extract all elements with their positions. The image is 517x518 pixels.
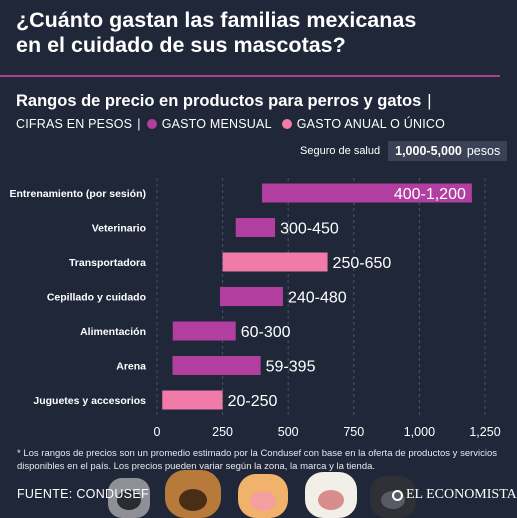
data-label: 60-300 [241,324,291,341]
x-tick-label: 0 [154,425,161,439]
range-bar [162,390,223,410]
x-tick-label: 500 [278,425,299,439]
range-bar [222,252,328,272]
category-label: Juguetes y accesorios [33,395,146,407]
insurance-note: Seguro de salud 1,000-5,000 pesos [300,140,508,162]
paw-gray-icon [108,478,150,518]
range-bar [172,356,261,375]
range-bar [219,287,283,306]
range-bar [235,218,276,237]
title-line-2: en el cuidado de sus mascotas? [16,33,346,57]
chart-subtitle: Rangos de precio en productos para perro… [16,92,432,111]
insurance-unit: pesos [466,144,501,158]
data-label: 59-395 [266,359,316,376]
legend-annual-dot-icon [281,119,292,129]
brand-name: EL ECONOMISTA [406,487,517,502]
data-label: 250-650 [333,255,392,272]
paw-brown-icon [165,470,221,518]
x-tick-label: 1,000 [404,425,435,439]
category-label: Alimentación [80,326,146,338]
category-label: Entrenamiento (por sesión) [9,188,146,200]
x-tick-label: 250 [212,425,233,439]
source-credit: FUENTE: CONDUSEF [17,487,149,501]
brand-mark-icon [392,489,403,501]
paw-orange-icon [238,474,288,518]
category-label: Transportadora [69,257,146,269]
data-label: 300-450 [280,221,339,238]
page-title: ¿Cuánto gastan las familias mexicanas en… [16,8,506,58]
category-label: Veterinario [92,223,146,235]
legend-separator: | [137,117,141,131]
data-label: 20-250 [228,393,278,410]
subtitle-separator: | [427,92,432,110]
category-label: Cepillado y cuidado [47,292,146,304]
title-divider [0,75,500,77]
subtitle-text: Rangos de precio en productos para perro… [16,92,422,110]
range-bar [172,321,236,341]
insurance-value-box: 1,000-5,000 pesos [388,141,508,161]
footnote: * Los rangos de precios son un promedio … [17,448,498,472]
data-label: 400-1,200 [394,186,466,203]
data-label: 240-480 [288,290,347,307]
legend-units: CIFRAS EN PESOS [16,117,133,131]
chart-legend: CIFRAS EN PESOS | GASTO MENSUAL GASTO AN… [16,117,445,131]
legend-annual-label: GASTO ANUAL O ÚNICO [296,117,446,131]
x-tick-label: 1,250 [469,425,500,439]
brand-logo: EL ECONOMISTA [392,487,517,503]
legend-monthly-label: GASTO MENSUAL [161,117,272,131]
insurance-range: 1,000-5,000 [395,144,462,158]
range-bar [261,183,472,203]
insurance-label: Seguro de salud [300,145,381,157]
x-tick-label: 750 [343,425,364,439]
category-label: Arena [116,361,146,373]
paw-white-icon [305,472,357,518]
legend-monthly-dot-icon [146,119,157,129]
title-line-1: ¿Cuánto gastan las familias mexicanas [16,8,417,32]
